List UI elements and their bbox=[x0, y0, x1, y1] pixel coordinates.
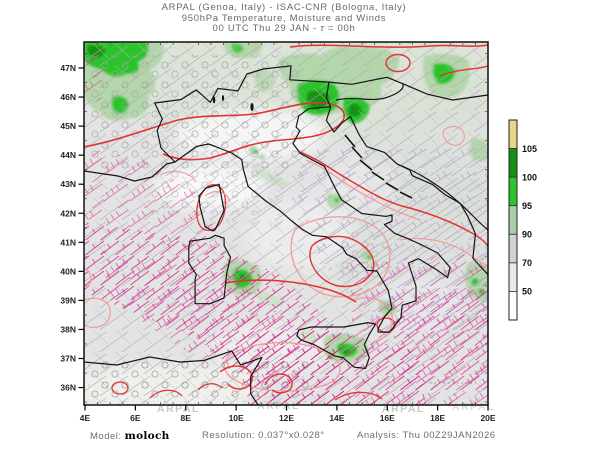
analysis-label: Analysis: bbox=[357, 430, 400, 441]
model-caption: Model: moloch bbox=[90, 430, 170, 442]
minor-ticks bbox=[84, 42, 488, 405]
resolution-label: Resolution: bbox=[202, 430, 256, 441]
lat-tick-label: 41N bbox=[60, 237, 76, 247]
colorbar-segment bbox=[508, 291, 518, 321]
lon-tick-label: 4E bbox=[80, 413, 91, 423]
watermark-text: ARPAL bbox=[157, 403, 200, 415]
analysis-value: Thu 00Z29JAN2026 bbox=[402, 430, 496, 441]
model-value: moloch bbox=[124, 430, 170, 442]
title-block: ARPAL (Genoa, Italy) - ISAC-CNR (Bologna… bbox=[0, 2, 568, 35]
lat-tick-label: 44N bbox=[60, 150, 76, 160]
lat-tick-label: 39N bbox=[60, 295, 76, 305]
title-line-2: 950hPa Temperature, Moisture and Winds bbox=[181, 12, 387, 24]
colorbar-tick-label: 70 bbox=[522, 258, 532, 268]
lat-tick-label: 43N bbox=[60, 179, 76, 189]
tau-symbol: τ bbox=[320, 23, 325, 34]
title-line-3: 00 UTC Thu 29 JAN - τ = 00h bbox=[212, 23, 356, 34]
latitude-axis: 47N 46N 45N 44N 43N 42N 41N 40N 39N 38N 37N 36N bbox=[60, 63, 84, 393]
resolution-value: 0.037°x0.028° bbox=[258, 430, 325, 441]
lat-tick-label: 45N bbox=[60, 121, 76, 131]
colorbar-tick-label: 100 bbox=[522, 172, 537, 182]
colorbar-segment bbox=[508, 176, 518, 207]
watermark-text: ARPAL bbox=[382, 403, 425, 415]
lat-tick-label: 46N bbox=[60, 92, 76, 102]
lat-tick-label: 40N bbox=[60, 266, 76, 276]
lon-tick-label: 18E bbox=[430, 413, 445, 423]
watermark-text: ARPAL bbox=[257, 400, 300, 412]
colorbar-tick-label: 90 bbox=[522, 229, 532, 239]
colorbar-tick-label: 50 bbox=[522, 287, 532, 297]
colorbar-segment bbox=[508, 119, 518, 149]
colorbar-segment bbox=[508, 233, 518, 264]
temperature-contours bbox=[84, 44, 488, 401]
colorbar-segment bbox=[508, 205, 518, 235]
colorbar-tick-label: 95 bbox=[522, 201, 532, 211]
colorbar: 105 100 95 90 70 50 bbox=[508, 119, 537, 321]
footer-caption: Model: moloch Resolution: 0.037°x0.028° … bbox=[0, 430, 600, 446]
colorbar-segment bbox=[508, 262, 518, 292]
lat-tick-label: 37N bbox=[60, 354, 76, 364]
lon-tick-label: 10E bbox=[229, 413, 244, 423]
longitude-axis: 4E 6E 8E 10E 12E 14E 16E 18E 20E bbox=[80, 405, 496, 423]
map-art bbox=[84, 42, 488, 405]
coastlines bbox=[84, 65, 488, 405]
colorbar-segment bbox=[508, 148, 518, 178]
lon-tick-label: 16E bbox=[380, 413, 395, 423]
lat-tick-label: 42N bbox=[60, 208, 76, 218]
lon-tick-label: 20E bbox=[480, 413, 495, 423]
watermark-group: ARPAL ARPAL ARPAL ARPAL bbox=[157, 400, 495, 415]
lon-tick-label: 6E bbox=[130, 413, 141, 423]
watermark-text: ARPAL bbox=[452, 401, 495, 413]
lat-tick-label: 38N bbox=[60, 324, 76, 334]
resolution-caption: Resolution: 0.037°x0.028° bbox=[202, 430, 325, 441]
lon-tick-label: 8E bbox=[181, 413, 192, 423]
lat-tick-label: 47N bbox=[60, 63, 76, 73]
colorbar-outline bbox=[508, 119, 518, 321]
title-line-1: ARPAL (Genoa, Italy) - ISAC-CNR (Bologna… bbox=[161, 2, 407, 13]
map-canvas: ARPAL ARPAL ARPAL ARPAL 47N46N45N44N43N42N4… bbox=[60, 41, 537, 423]
lon-tick-label: 14E bbox=[329, 413, 344, 423]
lat-tick-label: 36N bbox=[60, 383, 76, 393]
magenta-wind-barbs bbox=[84, 55, 488, 405]
analysis-caption: Analysis: Thu 00Z29JAN2026 bbox=[357, 430, 496, 441]
model-label: Model: bbox=[90, 431, 122, 442]
colorbar-tick-label: 105 bbox=[522, 144, 537, 154]
lon-tick-label: 12E bbox=[279, 413, 294, 423]
